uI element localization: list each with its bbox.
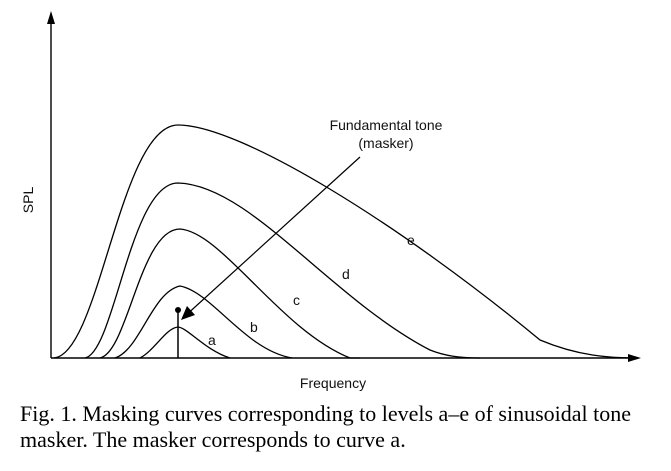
x-axis-label: Frequency xyxy=(300,375,366,391)
annotation-arrow-line xyxy=(183,156,361,318)
curve-d xyxy=(84,182,481,359)
curve-label-d: d xyxy=(342,266,350,282)
annotation-line-1: Fundamental tone xyxy=(330,117,443,133)
annotation-arrowhead xyxy=(181,306,195,320)
y-axis-arrowhead xyxy=(47,11,55,24)
annotation-line-2: (masker) xyxy=(358,135,413,151)
masker-tone xyxy=(175,307,181,358)
curve-label-c: c xyxy=(293,292,300,308)
masking-curves xyxy=(53,124,637,359)
y-axis-label: SPL xyxy=(20,187,36,214)
curve-label-e: e xyxy=(407,232,415,248)
axes xyxy=(50,16,636,359)
curve-label-b: b xyxy=(250,319,258,335)
curve-c xyxy=(99,228,360,359)
curve-a xyxy=(139,326,231,359)
masker-head xyxy=(175,307,181,313)
figure-caption: Fig. 1. Masking curves corresponding to … xyxy=(20,401,632,452)
curve-label-a: a xyxy=(208,332,216,348)
curve-e xyxy=(53,124,637,359)
curve-b xyxy=(114,285,293,359)
masking-curves-diagram: Fundamental tone (masker) a b c d e SPL … xyxy=(20,11,641,391)
